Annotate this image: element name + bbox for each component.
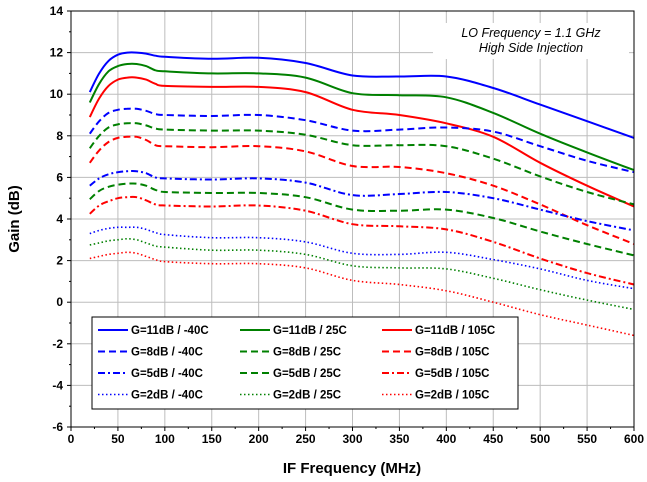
- series-line-10: [89, 237, 635, 311]
- series-lines: [88, 51, 635, 337]
- x-tick-label: 400: [436, 432, 456, 446]
- y-tick-label: -4: [52, 378, 63, 392]
- legend-label-9: G=2dB / -40C: [131, 390, 203, 402]
- legend-label-5: G=8dB / 105C: [415, 347, 489, 359]
- y-axis-title: Gain (dB): [6, 185, 23, 253]
- annotation-line-1: LO Frequency = 1.1 GHz: [461, 26, 601, 40]
- legend-label-4: G=8dB / 25C: [273, 347, 341, 359]
- y-tick-label: 0: [56, 295, 63, 309]
- x-tick-label: 500: [530, 432, 550, 446]
- legend-box: [91, 316, 519, 410]
- legend-label-6: G=5dB / -40C: [131, 368, 203, 380]
- y-tick-label: 4: [56, 212, 63, 226]
- series-line-9: [89, 226, 635, 290]
- series-line-0: [88, 51, 635, 139]
- annotation-line-2: High Side Injection: [479, 41, 583, 55]
- y-tick-label: -6: [52, 420, 63, 434]
- series-line-7: [89, 182, 635, 257]
- y-tick-label: 8: [56, 129, 63, 143]
- legend-label-10: G=2dB / 25C: [273, 390, 341, 402]
- y-tick-label: 12: [50, 46, 64, 60]
- x-tick-label: 600: [624, 432, 644, 446]
- x-tick-label: 0: [68, 432, 75, 446]
- axis-ticks: 0 50 100 150 200 250 300 350 400 450 500 550 600-6-4…: [50, 4, 645, 446]
- series-line-8: [89, 195, 635, 286]
- y-tick-label: 6: [56, 170, 63, 184]
- legend-label-2: G=11dB / 105C: [415, 325, 495, 337]
- x-tick-label: 300: [342, 432, 362, 446]
- x-tick-label: 550: [577, 432, 597, 446]
- x-tick-label: 250: [296, 432, 316, 446]
- y-tick-label: -2: [52, 337, 63, 351]
- legend-label-0: G=11dB / -40C: [131, 325, 209, 337]
- x-tick-label: 150: [202, 432, 222, 446]
- series-line-3: [88, 107, 635, 174]
- x-tick-label: 200: [249, 432, 269, 446]
- annotation-box: LO Frequency = 1.1 GHz High Side Injecti…: [433, 23, 629, 59]
- legend-label-3: G=8dB / -40C: [131, 347, 203, 359]
- y-tick-label: 2: [56, 254, 63, 268]
- series-line-5: [88, 135, 635, 245]
- series-line-6: [89, 169, 635, 232]
- legend-label-7: G=5dB / 25C: [273, 368, 341, 380]
- series-line-4: [88, 122, 635, 206]
- series-line-2: [88, 76, 635, 208]
- y-tick-label: 14: [50, 4, 64, 18]
- series-line-11: [89, 251, 635, 337]
- x-axis-title: IF Frequency (MHz): [283, 460, 421, 477]
- series-line-1: [88, 62, 635, 172]
- annotation-background: [433, 23, 629, 59]
- y-tick-label: 10: [50, 87, 64, 101]
- x-tick-label: 450: [483, 432, 503, 446]
- legend-label-8: G=5dB / 105C: [415, 368, 489, 380]
- x-tick-label: 50: [111, 432, 125, 446]
- x-tick-label: 350: [389, 432, 409, 446]
- legend: G=11dB / -40C G=11dB / 25C G=11dB / 105C G=…: [91, 316, 519, 410]
- legend-label-1: G=11dB / 25C: [273, 325, 347, 337]
- legend-label-11: G=2dB / 105C: [415, 390, 489, 402]
- x-tick-label: 100: [155, 432, 175, 446]
